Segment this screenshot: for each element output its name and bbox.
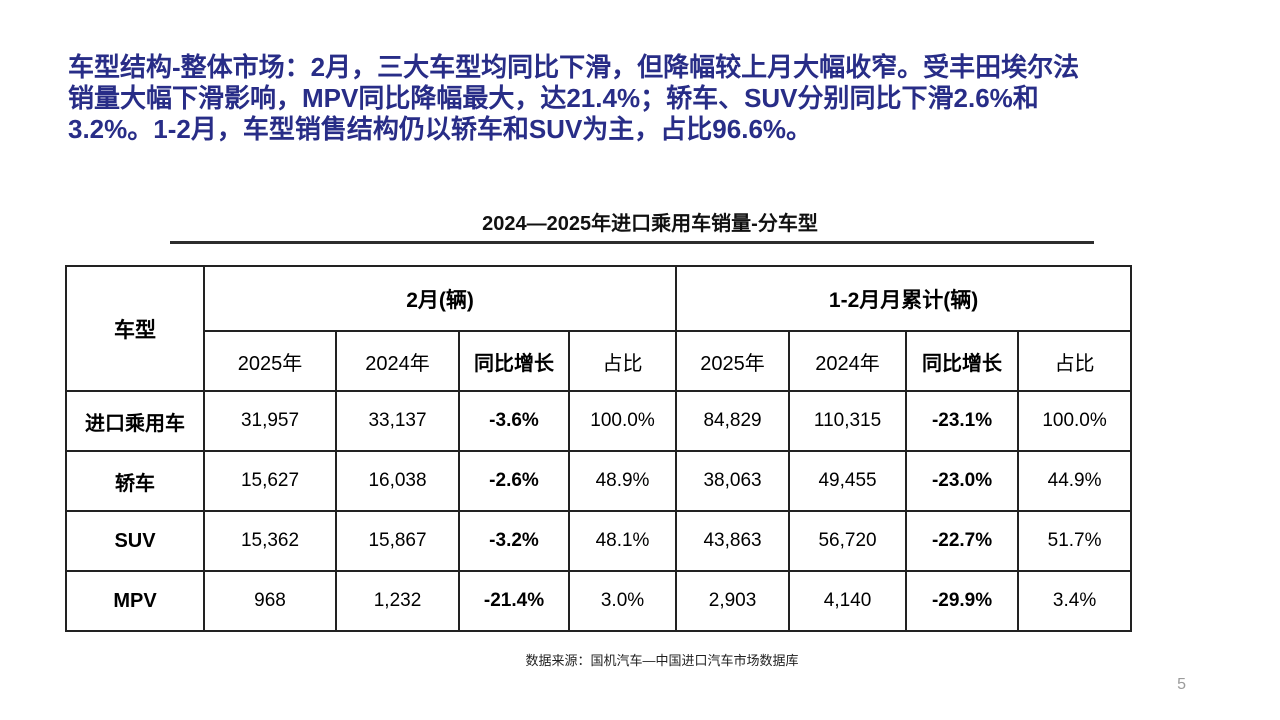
column-header-2025-cum: 2025年 [675, 330, 791, 392]
table-cell: 15,362 [203, 510, 337, 572]
column-header-share-feb: 占比 [567, 330, 678, 392]
table-cell: 3.0% [567, 570, 678, 632]
column-header-yoy-cum: 同比增长 [905, 330, 1020, 392]
table-cell: 15,867 [335, 510, 460, 572]
row-label-mpv: MPV [65, 570, 205, 632]
table-cell: 43,863 [675, 510, 791, 572]
column-header-2024-cum: 2024年 [788, 330, 908, 392]
table-cell: -3.2% [458, 510, 570, 572]
headline-line: 3.2%。1-2月，车型销售结构仍以轿车和SUV为主，占比96.6%。 [68, 114, 813, 144]
table-cell: 84,829 [675, 390, 791, 452]
table-cell: 48.9% [567, 450, 678, 512]
row-label-import-total: 进口乘用车 [65, 390, 205, 452]
table-cell: -29.9% [905, 570, 1020, 632]
table-cell: 38,063 [675, 450, 791, 512]
table-cell: -3.6% [458, 390, 570, 452]
sales-by-type-table: 车型 2月(辆) 1-2月月累计(辆) 2025年 2024年 同比增长 占比 … [65, 265, 1133, 632]
table-cell: 110,315 [788, 390, 908, 452]
table-cell: -21.4% [458, 570, 570, 632]
table-row-import-total: 进口乘用车 31,957 33,137 -3.6% 100.0% 84,829 … [65, 390, 1133, 452]
corner-header-vehicle-type: 车型 [65, 265, 205, 392]
table-cell: 33,137 [335, 390, 460, 452]
table-cell: -23.0% [905, 450, 1020, 512]
title-underline [170, 241, 1094, 244]
table-cell: 100.0% [567, 390, 678, 452]
data-source-note: 数据来源：国机汽车—中国进口汽车市场数据库 [525, 653, 799, 668]
table-row-mpv: MPV 968 1,232 -21.4% 3.0% 2,903 4,140 -2… [65, 570, 1133, 632]
table-cell: 16,038 [335, 450, 460, 512]
table-cell: 15,627 [203, 450, 337, 512]
table-header-group-row: 车型 2月(辆) 1-2月月累计(辆) [65, 265, 1133, 392]
table-row-suv: SUV 15,362 15,867 -3.2% 48.1% 43,863 56,… [65, 510, 1133, 572]
group-header-cumulative: 1-2月月累计(辆) [675, 265, 1133, 332]
table-cell: 2,903 [675, 570, 791, 632]
row-label-suv: SUV [65, 510, 205, 572]
table-cell: -23.1% [905, 390, 1020, 452]
table-cell: 3.4% [1017, 570, 1133, 632]
table-cell: 48.1% [567, 510, 678, 572]
headline-line: 销量大幅下滑影响，MPV同比降幅最大，达21.4%；轿车、SUV分别同比下滑2.… [68, 83, 1039, 113]
table-row-sedan: 轿车 15,627 16,038 -2.6% 48.9% 38,063 49,4… [65, 450, 1133, 512]
table-title: 2024—2025年进口乘用车销量-分车型 [482, 213, 818, 235]
page-number: 5 [1177, 676, 1186, 693]
column-header-yoy-feb: 同比增长 [458, 330, 570, 392]
headline-line: 车型结构-整体市场：2月，三大车型均同比下滑，但降幅较上月大幅收窄。受丰田埃尔法 [68, 52, 1080, 82]
table-header-sub-row: 2025年 2024年 同比增长 占比 2025年 2024年 同比增长 占比 [66, 330, 1133, 392]
table-cell: 31,957 [203, 390, 337, 452]
table-cell: 44.9% [1017, 450, 1133, 512]
column-header-2025-feb: 2025年 [203, 330, 337, 392]
row-label-sedan: 轿车 [65, 450, 205, 512]
table-cell: -22.7% [905, 510, 1020, 572]
table-cell: 968 [203, 570, 337, 632]
table-cell: 49,455 [788, 450, 908, 512]
headline: 车型结构-整体市场：2月，三大车型均同比下滑，但降幅较上月大幅收窄。受丰田埃尔法… [68, 52, 1208, 145]
table-cell: -2.6% [458, 450, 570, 512]
table-cell: 56,720 [788, 510, 908, 572]
table-cell: 1,232 [335, 570, 460, 632]
column-header-2024-feb: 2024年 [335, 330, 460, 392]
group-header-february: 2月(辆) [202, 265, 678, 332]
table-cell: 51.7% [1017, 510, 1133, 572]
column-header-share-cum: 占比 [1017, 330, 1133, 392]
table-cell: 100.0% [1017, 390, 1133, 452]
table-cell: 4,140 [788, 570, 908, 632]
